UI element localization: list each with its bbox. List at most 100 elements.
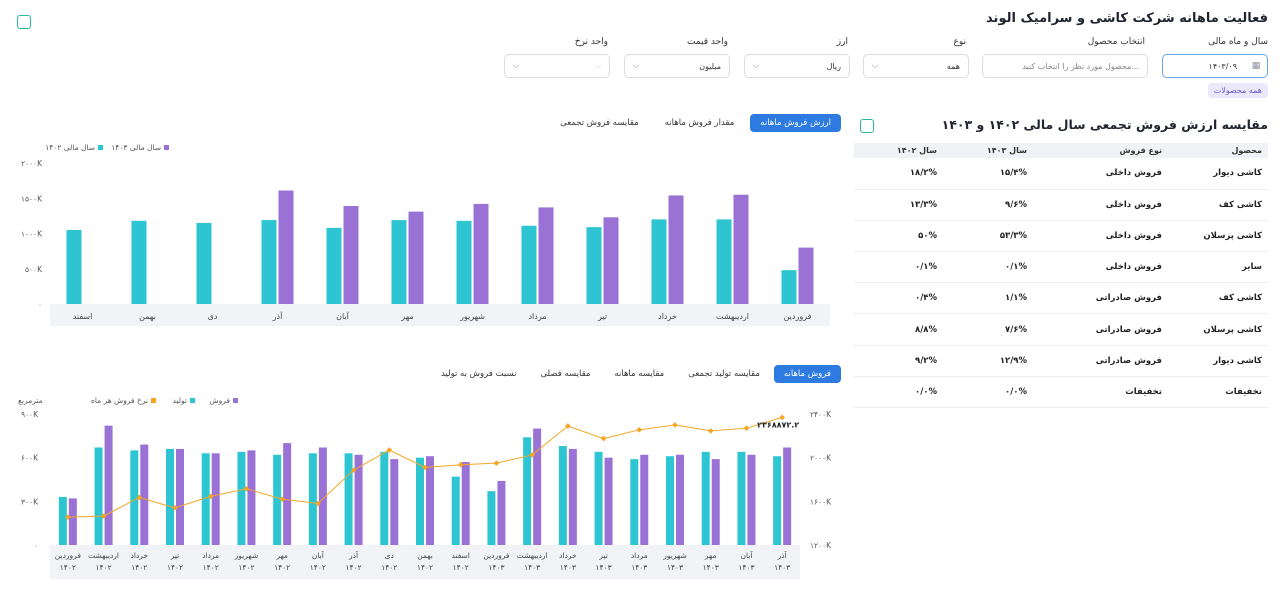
bar-sales bbox=[533, 428, 542, 545]
legend-swatch bbox=[151, 398, 156, 403]
x-tick-label: آذر bbox=[272, 311, 283, 321]
x-tick-label: مرداد bbox=[631, 551, 648, 560]
bar-sales bbox=[711, 459, 720, 545]
legend-swatch bbox=[164, 145, 169, 150]
bar-sales bbox=[354, 454, 363, 545]
x-tick-label: مهر bbox=[704, 551, 717, 560]
table-header-row: محصول نوع فروش سال ۱۴۰۳ سال ۱۴۰۲ bbox=[854, 143, 1268, 158]
tab-monthly-comparison[interactable]: مقایسه ماهانه bbox=[614, 369, 665, 379]
x-tick-label: دی bbox=[385, 551, 394, 560]
rate-unit-select[interactable]: ⌵ ⌵ bbox=[504, 54, 610, 78]
x-tick-label: ۱۴۰۲ bbox=[274, 563, 290, 572]
cell-1402: ۱۸/۲% bbox=[854, 158, 943, 190]
x-tick-label: مهر bbox=[275, 551, 288, 560]
legend-swatch bbox=[233, 398, 238, 403]
bar-1402 bbox=[196, 222, 212, 304]
tab-monthly-sales[interactable]: فروش ماهانه bbox=[773, 365, 841, 383]
bar-1403 bbox=[603, 217, 619, 304]
x-tick-label: آبان bbox=[312, 550, 325, 560]
x-tick-label: ۱۴۰۳ bbox=[488, 563, 504, 572]
bar-1402 bbox=[326, 227, 342, 304]
table-row: کاشی دیوار فروش داخلی ۱۵/۴% ۱۸/۲% bbox=[854, 158, 1268, 190]
rate-point bbox=[779, 414, 785, 421]
x-tick-label: بهمن bbox=[417, 551, 433, 560]
x-tick-label: تیر bbox=[170, 551, 180, 560]
tab-cumulative-production[interactable]: مقایسه تولید تجمعی bbox=[688, 369, 760, 379]
chevron-down-icon: ⌵ bbox=[512, 61, 520, 71]
cell-1403: ۷/۶% bbox=[943, 313, 1033, 346]
monthly-sales-production-chart: مترمربع ۰ ۳۰۰K ۶۰۰K ۹۰۰K ۱۲۰۰K ۱۶۰۰K ۲۰۰۰K ۲۴۰۰K… bbox=[18, 396, 832, 579]
year-month-value: ۱۴۰۳/۰۹ bbox=[1208, 61, 1237, 71]
y-tick-label: ۵۰۰K bbox=[25, 265, 43, 274]
product-label: انتخاب محصول bbox=[1087, 37, 1145, 47]
year-month-label: سال و ماه مالی bbox=[1208, 37, 1268, 47]
bar-production bbox=[201, 453, 210, 545]
tab-sales-production-ratio[interactable]: نسبت فروش به تولید bbox=[440, 369, 517, 379]
bar-production bbox=[523, 437, 532, 545]
y-tick-label: ۰ bbox=[38, 300, 42, 309]
x-tick-label: ۱۴۰۳ bbox=[738, 563, 754, 572]
bar-production bbox=[94, 447, 103, 545]
rate-point bbox=[493, 460, 500, 466]
bar-sales bbox=[390, 459, 399, 545]
cell-sale-type: فروش داخلی bbox=[1033, 220, 1168, 253]
y-tick-label: ۱۵۰۰K bbox=[21, 194, 43, 203]
bar-production bbox=[594, 451, 603, 545]
product-placeholder: محصول مورد نظر را انتخاب کنید... bbox=[1022, 61, 1139, 71]
bar-sales bbox=[604, 457, 613, 545]
x-tick-label: خرداد bbox=[131, 551, 149, 560]
cell-sale-type: فروش داخلی bbox=[1033, 189, 1168, 221]
col-1403: سال ۱۴۰۳ bbox=[943, 143, 1033, 158]
bar-1402 bbox=[261, 220, 277, 304]
y-right-tick-label: ۲۴۰۰K bbox=[810, 410, 832, 419]
currency-select[interactable]: ⌵ ریال bbox=[744, 54, 850, 78]
cell-product: کاشی کف bbox=[1168, 189, 1268, 221]
tab-seasonal-comparison[interactable]: مقایسه فصلی bbox=[540, 369, 591, 379]
x-tick-label: ۱۴۰۲ bbox=[417, 563, 433, 572]
top-chart-tabs: ارزش فروش ماهانه مقدار فروش ماهانه مقایس… bbox=[560, 114, 841, 132]
x-tick-label: فروردین bbox=[483, 551, 510, 560]
type-select[interactable]: ⌵ همه bbox=[863, 54, 969, 78]
bar-production bbox=[166, 448, 174, 545]
legend-label: تولید bbox=[173, 396, 187, 405]
x-tick-label: آذر bbox=[348, 550, 359, 560]
x-tick-label: ۱۴۰۲ bbox=[310, 563, 326, 572]
rate-point bbox=[565, 423, 571, 429]
price-unit-select[interactable]: ⌵ میلیون bbox=[624, 54, 730, 78]
bar-sales bbox=[747, 454, 756, 545]
x-tick-label: ۱۴۰۲ bbox=[60, 563, 76, 572]
cell-1403: ۱۵/۴% bbox=[943, 158, 1033, 190]
tab-cumulative-sales[interactable]: مقایسه فروش تجمعی bbox=[560, 118, 639, 128]
calendar-icon[interactable]: ▦ bbox=[1251, 61, 1261, 71]
bar-1402 bbox=[391, 220, 407, 304]
bar-sales bbox=[247, 450, 256, 545]
legend-label: فروش bbox=[209, 396, 230, 405]
bottom-chart-tabs: فروش ماهانه مقایسه تولید تجمعی مقایسه ما… bbox=[441, 365, 841, 383]
x-tick-label: ۱۴۰۳ bbox=[667, 563, 683, 572]
table-row: سایر فروش داخلی ۰/۱% ۰/۱% bbox=[854, 251, 1268, 284]
monthly-sales-value-chart: ۰ ۵۰۰K ۱۰۰۰K ۱۵۰۰K ۲۰۰۰K سال مالی ۱۴۰۳ سال مال… bbox=[21, 143, 830, 326]
y-tick-label: ۱۰۰۰K bbox=[21, 230, 43, 239]
tab-monthly-sales-value[interactable]: ارزش فروش ماهانه bbox=[750, 114, 841, 132]
bar-sales bbox=[283, 443, 292, 545]
bar-1402 bbox=[586, 227, 602, 304]
x-tick-label: آبان bbox=[336, 311, 350, 321]
rate-point bbox=[743, 425, 750, 432]
tab-monthly-sales-quantity[interactable]: مقدار فروش ماهانه bbox=[664, 118, 735, 128]
all-products-chip[interactable]: همه محصولات bbox=[1207, 83, 1268, 98]
bar-sales bbox=[568, 448, 577, 545]
rate-annotation: ۲۳۶۸۸۷۲.۲ bbox=[757, 420, 799, 429]
x-tick-label: فروردین bbox=[55, 551, 82, 560]
year-month-field[interactable]: ۱۴۰۳/۰۹ ▦ bbox=[1162, 54, 1268, 78]
rate-unit-label: واحد نرخ bbox=[574, 37, 608, 47]
product-select[interactable]: محصول مورد نظر را انتخاب کنید... bbox=[982, 54, 1148, 78]
bar-sales bbox=[68, 498, 77, 545]
cell-1402: ۰/۰% bbox=[854, 376, 943, 409]
cell-product: کاشی پرسلان bbox=[1168, 313, 1268, 346]
rate-unit-arrow: ⌵ bbox=[594, 61, 601, 70]
export-icon[interactable] bbox=[17, 15, 31, 29]
export-icon[interactable] bbox=[860, 119, 874, 133]
rate-point bbox=[172, 505, 178, 511]
cell-1403: ۱۲/۹% bbox=[943, 345, 1033, 377]
bar-sales bbox=[497, 480, 506, 545]
